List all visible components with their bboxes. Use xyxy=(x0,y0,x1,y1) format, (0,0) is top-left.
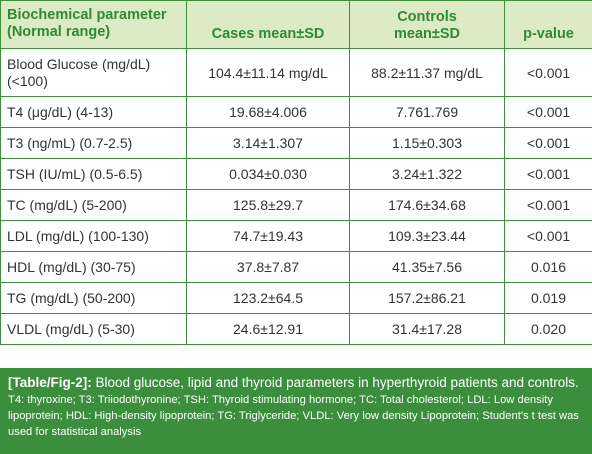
cell-parameter: Blood Glucose (mg/dL) (<100) xyxy=(0,48,187,97)
header-parameter-line2: (Normal range) xyxy=(7,24,111,40)
header-cases: Cases mean±SD xyxy=(186,0,350,49)
cell-parameter: T4 (μg/dL) (4-13) xyxy=(0,96,187,128)
cell-controls: 109.3±23.44 xyxy=(349,220,505,252)
cell-cases: 19.68±4.006 xyxy=(186,96,350,128)
header-controls: Controls mean±SD xyxy=(349,0,505,49)
cell-cases: 3.14±1.307 xyxy=(186,127,350,159)
cell-cases: 123.2±64.5 xyxy=(186,282,350,314)
cell-controls: 174.6±34.68 xyxy=(349,189,505,221)
cell-parameter: TG (mg/dL) (50-200) xyxy=(0,282,187,314)
cell-controls: 88.2±11.37 mg/dL xyxy=(349,48,505,97)
cell-pvalue: 0.019 xyxy=(504,282,592,314)
header-parameter-line1: Biochemical parameter xyxy=(7,7,167,23)
cell-pvalue: <0.001 xyxy=(504,48,592,97)
cell-pvalue: 0.016 xyxy=(504,251,592,283)
cell-pvalue: <0.001 xyxy=(504,220,592,252)
cell-controls: 31.4±17.28 xyxy=(349,313,505,345)
header-row: Biochemical parameter (Normal range) Cas… xyxy=(0,0,592,49)
figure-caption: [Table/Fig-2]: Blood glucose, lipid and … xyxy=(0,368,592,454)
caption-notes: T4: thyroxine; T3: Triiodothyronine; TSH… xyxy=(8,394,579,438)
table-row: TC (mg/dL) (5-200) 125.8±29.7 174.6±34.6… xyxy=(0,189,592,221)
cell-controls: 157.2±86.21 xyxy=(349,282,505,314)
cell-controls: 41.35±7.56 xyxy=(349,251,505,283)
header-parameter: Biochemical parameter (Normal range) xyxy=(0,0,187,49)
cell-cases: 37.8±7.87 xyxy=(186,251,350,283)
data-table: Biochemical parameter (Normal range) Cas… xyxy=(0,0,592,345)
cell-cases: 74.7±19.43 xyxy=(186,220,350,252)
cell-parameter: VLDL (mg/dL) (5-30) xyxy=(0,313,187,345)
cell-pvalue: <0.001 xyxy=(504,158,592,190)
cell-controls: 1.15±0.303 xyxy=(349,127,505,159)
table-row: TSH (IU/mL) (0.5-6.5) 0.034±0.030 3.24±1… xyxy=(0,158,592,190)
cell-pvalue: <0.001 xyxy=(504,127,592,159)
table-row: Blood Glucose (mg/dL) (<100) 104.4±11.14… xyxy=(0,48,592,97)
caption-text: Blood glucose, lipid and thyroid paramet… xyxy=(91,375,579,390)
caption-label: [Table/Fig-2]: xyxy=(8,375,92,390)
table-row: T3 (ng/mL) (0.7-2.5) 3.14±1.307 1.15±0.3… xyxy=(0,127,592,159)
cell-cases: 104.4±11.14 mg/dL xyxy=(186,48,350,97)
cell-parameter: HDL (mg/dL) (30-75) xyxy=(0,251,187,283)
cell-cases: 125.8±29.7 xyxy=(186,189,350,221)
cell-pvalue: 0.020 xyxy=(504,313,592,345)
cell-pvalue: <0.001 xyxy=(504,96,592,128)
cell-cases: 0.034±0.030 xyxy=(186,158,350,190)
caption-title: [Table/Fig-2]: Blood glucose, lipid and … xyxy=(8,374,584,391)
header-pvalue: p-value xyxy=(504,0,592,49)
table-row: HDL (mg/dL) (30-75) 37.8±7.87 41.35±7.56… xyxy=(0,251,592,283)
header-controls-line1: Controls xyxy=(397,9,457,25)
table-row: LDL (mg/dL) (100-130) 74.7±19.43 109.3±2… xyxy=(0,220,592,252)
cell-cases: 24.6±12.91 xyxy=(186,313,350,345)
table-row: T4 (μg/dL) (4-13) 19.68±4.006 7.761.769 … xyxy=(0,96,592,128)
cell-pvalue: <0.001 xyxy=(504,189,592,221)
cell-parameter: TC (mg/dL) (5-200) xyxy=(0,189,187,221)
table-row: VLDL (mg/dL) (5-30) 24.6±12.91 31.4±17.2… xyxy=(0,313,592,345)
cell-parameter: LDL (mg/dL) (100-130) xyxy=(0,220,187,252)
cell-controls: 7.761.769 xyxy=(349,96,505,128)
cell-parameter: T3 (ng/mL) (0.7-2.5) xyxy=(0,127,187,159)
cell-parameter: TSH (IU/mL) (0.5-6.5) xyxy=(0,158,187,190)
header-controls-line2: mean±SD xyxy=(394,26,460,42)
table-row: TG (mg/dL) (50-200) 123.2±64.5 157.2±86.… xyxy=(0,282,592,314)
cell-controls: 3.24±1.322 xyxy=(349,158,505,190)
